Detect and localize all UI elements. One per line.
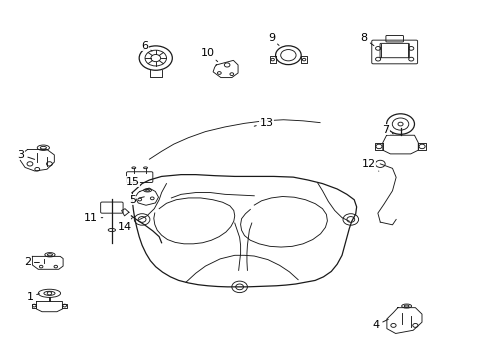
Text: 6: 6 <box>141 41 152 51</box>
Text: 4: 4 <box>372 319 387 330</box>
Text: 5: 5 <box>128 195 144 205</box>
Text: 9: 9 <box>267 33 279 45</box>
Text: 3: 3 <box>18 150 35 160</box>
Text: 2: 2 <box>24 257 40 267</box>
Text: 10: 10 <box>201 48 217 62</box>
Text: 14: 14 <box>118 218 132 231</box>
Text: 13: 13 <box>254 118 273 128</box>
Text: 8: 8 <box>360 33 373 46</box>
Text: 1: 1 <box>26 292 40 302</box>
Text: 7: 7 <box>382 125 392 135</box>
Text: 12: 12 <box>361 159 378 171</box>
Text: 11: 11 <box>84 213 102 222</box>
Text: 15: 15 <box>125 177 139 187</box>
